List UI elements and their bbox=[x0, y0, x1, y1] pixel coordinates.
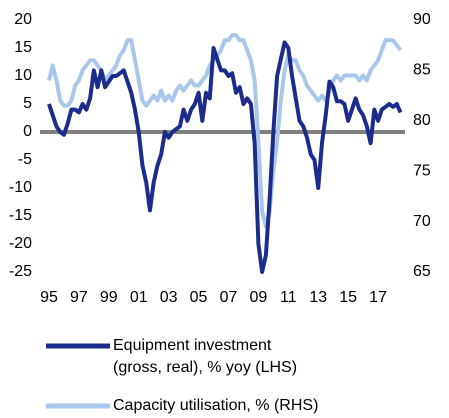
y2-tick-label: 75 bbox=[413, 162, 431, 179]
y-tick-label: 15 bbox=[14, 39, 32, 56]
x-tick-label: 15 bbox=[339, 289, 357, 306]
x-tick-label: 13 bbox=[309, 289, 327, 306]
y2-tick-label: 85 bbox=[413, 62, 431, 79]
x-tick-label: 17 bbox=[369, 289, 387, 306]
x-tick-label: 01 bbox=[130, 289, 148, 306]
x-tick-label: 97 bbox=[70, 289, 88, 306]
series-line bbox=[47, 33, 403, 229]
legend-label: Capacity utilisation, % (RHS) bbox=[113, 397, 318, 414]
y-tick-label: 10 bbox=[14, 67, 32, 84]
x-tick-label: 99 bbox=[100, 289, 118, 306]
x-tick-label: 09 bbox=[250, 289, 268, 306]
series-line bbox=[47, 40, 403, 274]
y-tick-label: -20 bbox=[9, 235, 32, 252]
x-tick-label: 11 bbox=[280, 289, 297, 306]
y-tick-label: -5 bbox=[18, 151, 32, 168]
y2-tick-label: 70 bbox=[413, 213, 431, 230]
y2-tick-label: 90 bbox=[413, 11, 431, 28]
x-tick-label: 95 bbox=[40, 289, 58, 306]
x-tick-label: 07 bbox=[220, 289, 238, 306]
y-tick-label: 5 bbox=[23, 95, 32, 112]
y-tick-label: -10 bbox=[9, 179, 32, 196]
y2-tick-label: 80 bbox=[413, 112, 431, 129]
legend-label: Equipment investment (gross, real), % yoy… bbox=[113, 337, 297, 376]
y-tick-label: -15 bbox=[9, 207, 32, 224]
x-tick-label: 05 bbox=[190, 289, 208, 306]
y-tick-label: -25 bbox=[9, 263, 32, 280]
y-tick-label: 0 bbox=[23, 123, 32, 140]
x-tick-label: 03 bbox=[160, 289, 178, 306]
y2-tick-label: 65 bbox=[413, 263, 431, 280]
y-tick-label: 20 bbox=[14, 11, 32, 28]
